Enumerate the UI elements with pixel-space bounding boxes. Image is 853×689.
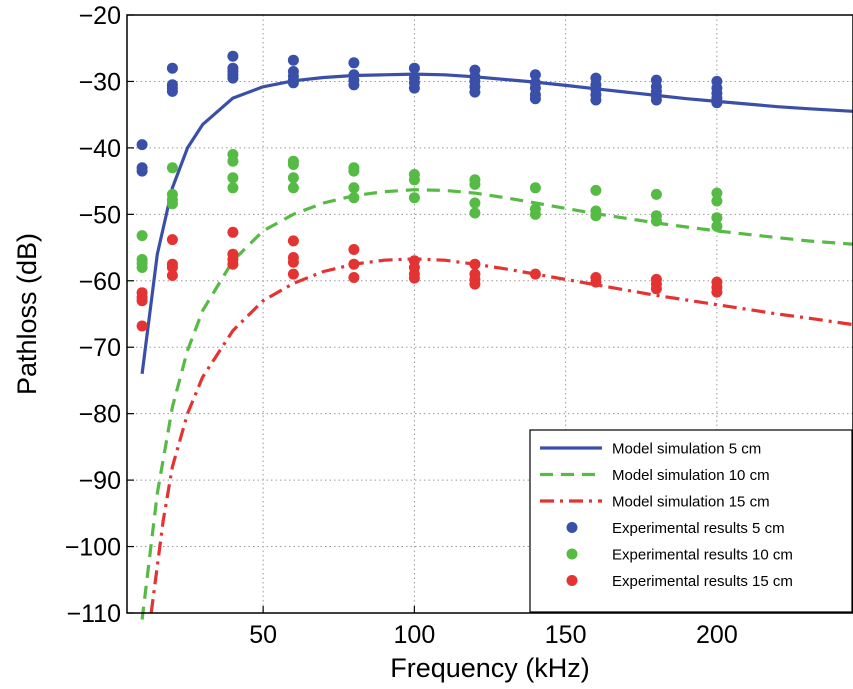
data-point-series-3 [166,234,178,246]
data-point-series-2 [348,192,360,204]
data-point-series-2 [166,162,178,174]
data-point-series-2 [136,262,148,273]
data-point-series-3 [287,256,299,268]
legend-label: Model simulation 5 cm [612,441,761,458]
y-tick-label: −110 [67,600,121,628]
data-point-series-2 [590,210,602,222]
data-point-series-2 [227,182,239,194]
x-tick-label: 150 [545,621,587,649]
data-point-series-2 [529,182,541,194]
legend-label: Model simulation 10 cm [612,467,770,484]
data-point-series-2 [711,195,723,207]
data-point-series-1 [287,77,299,89]
data-point-series-1 [711,97,723,109]
data-point-series-2 [711,187,723,199]
y-tick-label: −80 [79,401,121,429]
axis-ticks: −20 −30 −40 −50 −60 −70 −80 −90 −100 −110 50 100 150… [65,2,738,649]
data-point-series-1 [348,79,360,91]
legend: Model simulation 5 cm Model simulation 10… [529,429,853,613]
y-tick-label: −70 [79,334,121,362]
data-point-series-1 [166,62,178,74]
legend-label: Experimental results 10 cm [612,547,793,564]
data-point-series-2 [287,172,299,184]
data-point-series-2 [227,172,239,184]
data-point-series-3 [166,270,178,281]
data-point-series-2 [136,230,148,242]
data-point-series-3 [348,258,360,270]
data-point-series-3 [469,278,481,290]
data-point-series-2 [650,215,662,227]
legend-label: Experimental results 5 cm [612,520,785,537]
y-axis-label: Pathloss (dB) [12,233,42,395]
series-line-2 [140,188,853,620]
x-tick-label: 100 [394,621,436,649]
data-point-series-2 [711,220,723,232]
data-point-series-3 [287,268,299,280]
data-point-series-1 [408,82,420,94]
y-tick-label: −20 [79,2,121,30]
data-point-series-2 [227,155,239,167]
data-point-series-1 [136,139,148,151]
data-point-series-1 [166,85,178,97]
y-tick-label: −40 [79,135,121,163]
experimental-points [136,50,723,332]
data-point-series-2 [348,165,360,177]
data-point-series-3 [227,226,239,238]
x-axis-label: Frequency (kHz) [390,653,590,683]
data-point-series-1 [227,72,239,84]
data-point-series-2 [590,184,602,196]
data-point-series-2 [469,178,481,190]
x-tick-label: 200 [696,621,738,649]
legend-swatch-marker [566,548,578,560]
data-point-series-2 [469,197,481,209]
data-point-series-2 [348,182,360,194]
data-point-series-3 [711,286,723,298]
data-point-series-2 [287,182,299,194]
data-point-series-1 [529,69,541,81]
data-point-series-3 [469,258,481,270]
data-point-series-1 [227,50,239,62]
plot-frame [126,14,853,614]
data-point-series-2 [469,207,481,219]
data-point-series-3 [529,268,541,280]
data-point-series-1 [469,86,481,98]
y-tick-label: −90 [79,467,121,495]
data-point-series-2 [287,159,299,170]
legend-label: Model simulation 15 cm [612,494,770,511]
grid [127,15,853,613]
data-point-series-1 [650,94,662,106]
y-tick-label: −30 [79,68,121,96]
data-point-series-1 [136,165,148,177]
data-point-series-3 [166,262,178,273]
data-point-series-3 [136,320,148,332]
legend-label: Experimental results 15 cm [612,573,793,590]
data-point-series-2 [529,208,541,220]
data-point-series-3 [348,244,360,255]
data-point-series-3 [590,276,602,288]
data-point-series-1 [529,93,541,105]
data-point-series-1 [408,62,420,74]
data-point-series-2 [650,188,662,200]
data-point-series-1 [287,54,299,66]
data-point-series-2 [408,192,420,204]
data-point-series-2 [711,212,723,224]
data-point-series-2 [408,174,420,186]
y-tick-label: −50 [79,201,121,229]
data-point-series-3 [136,295,148,307]
y-tick-label: −100 [65,534,121,562]
data-point-series-3 [227,258,239,270]
y-tick-label: −60 [79,268,121,296]
data-point-series-1 [348,57,360,69]
data-point-series-2 [166,198,178,210]
x-tick-label: 50 [249,621,277,649]
legend-swatch-marker [566,575,578,586]
data-point-series-3 [650,283,662,295]
data-point-series-3 [348,272,360,283]
data-point-series-3 [287,235,299,247]
legend-box [529,429,853,613]
data-point-series-3 [408,272,420,284]
legend-swatch-marker [566,522,578,533]
data-point-series-1 [590,94,602,106]
